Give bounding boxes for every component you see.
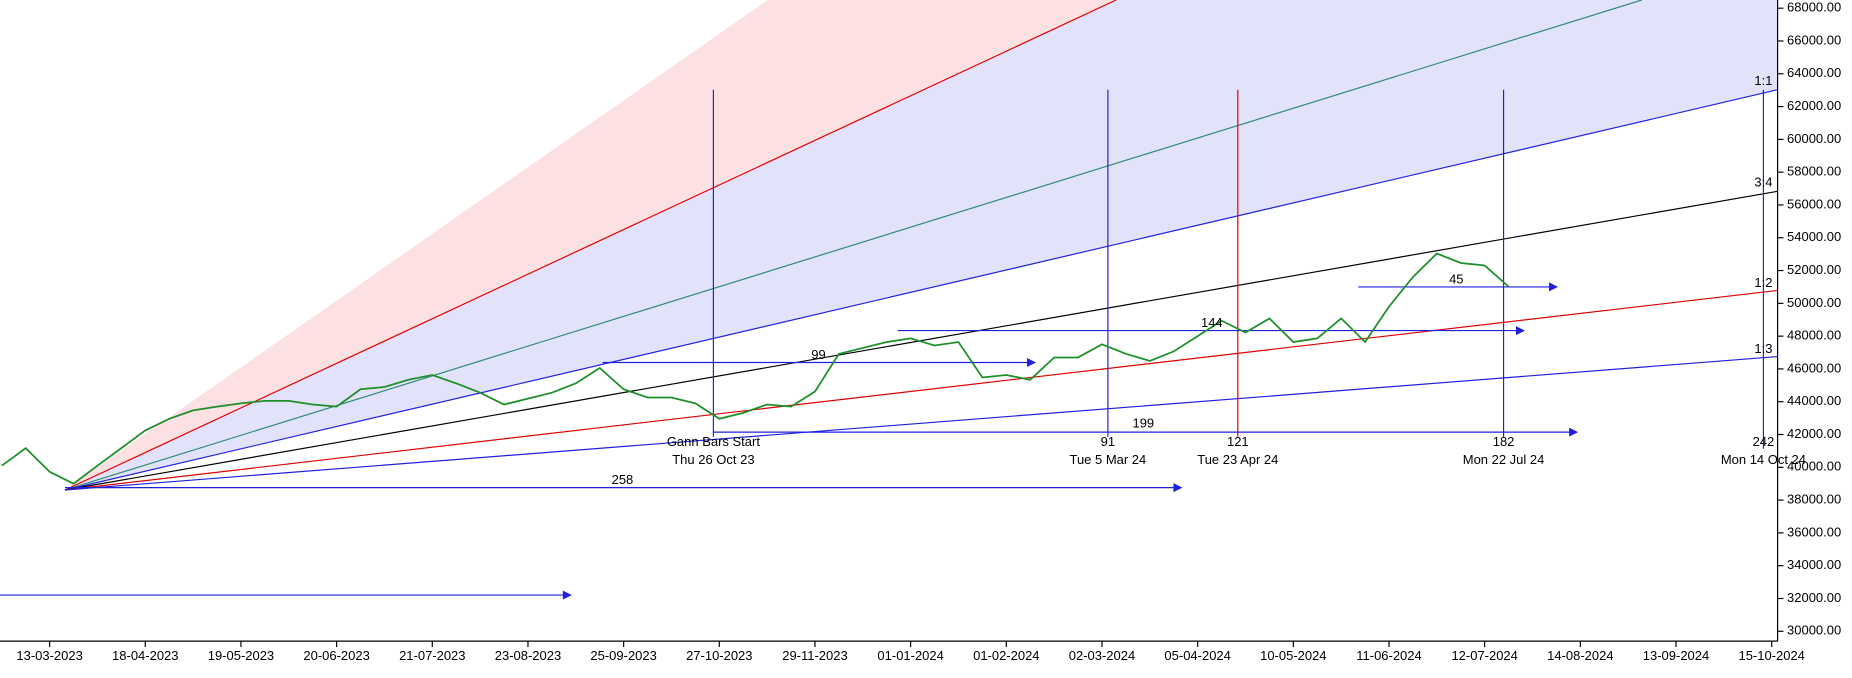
annotation: 1:1 [1754,73,1772,88]
annotation: 91 [1101,434,1115,449]
gann-fan [64,0,1778,491]
fan-line [64,0,1117,491]
y-tick-label: 66000.00 [1787,32,1841,47]
x-tick-label: 02-03-2024 [1069,648,1135,663]
x-tick-label: 14-08-2024 [1547,648,1613,663]
time-lines [712,89,1765,449]
x-tick-label: 18-04-2023 [112,648,178,663]
x-tick-label: 19-05-2023 [208,648,274,663]
annotation: 258 [612,472,634,487]
annotation: Gann Bars Start [667,434,761,449]
annotation: 199 [1132,415,1154,430]
y-tick-label: 40000.00 [1787,459,1841,474]
annotation: 144 [1201,315,1223,330]
fan-line [64,0,1642,491]
y-tick-label: 30000.00 [1787,623,1841,638]
x-tick-label: 13-09-2024 [1643,648,1709,663]
x-tick-label: 23-08-2023 [495,648,561,663]
y-tick-label: 60000.00 [1787,131,1841,146]
y-tick-label: 52000.00 [1787,262,1841,277]
arrow-head [1173,483,1183,493]
y-tick-label: 34000.00 [1787,557,1841,572]
y-tick-label: 44000.00 [1787,393,1841,408]
x-tick-label: 10-05-2024 [1260,648,1326,663]
x-tick-label: 01-02-2024 [973,648,1039,663]
price-line [1,252,1510,485]
x-tick-label: 05-04-2024 [1164,648,1230,663]
y-tick-label: 48000.00 [1787,328,1841,343]
x-tick-label: 27-10-2023 [686,648,752,663]
annotation: Thu 26 Oct 23 [672,452,754,467]
arrow-head [1569,427,1579,437]
annotation: 182 [1493,434,1515,449]
x-tick-label: 29-11-2023 [782,648,847,663]
y-tick-label: 64000.00 [1787,65,1841,80]
annotation: Mon 14 Oct 24 [1721,452,1806,467]
y-tick-label: 36000.00 [1787,524,1841,539]
y-tick-label: 50000.00 [1787,295,1841,310]
arrow-head [1549,282,1559,292]
y-tick-label: 62000.00 [1787,98,1841,113]
arrows [0,282,1579,600]
annotation: 1:3 [1754,341,1772,356]
arrow-head [562,590,572,600]
fan-line [64,355,1778,491]
fan-line [64,89,1778,491]
annotation: 242 [1753,434,1775,449]
x-tick-label: 13-03-2023 [16,648,82,663]
y-tick-label: 32000.00 [1787,590,1841,605]
annotation: 3:4 [1754,174,1772,189]
fan-zone-blue [64,0,1778,490]
x-tick-label: 15-10-2024 [1738,648,1804,663]
fan-line [64,190,1778,491]
arrow-head [1026,357,1036,367]
x-tick-label: 25-09-2023 [590,648,656,663]
x-tick-label: 20-06-2023 [303,648,369,663]
y-tick-label: 38000.00 [1787,492,1841,507]
arrow-head [1515,326,1525,336]
y-tick-label: 42000.00 [1787,426,1841,441]
annotation: Tue 23 Apr 24 [1197,452,1278,467]
y-tick-label: 56000.00 [1787,196,1841,211]
annotation: Mon 22 Jul 24 [1463,452,1545,467]
annotation: 99 [811,347,825,362]
annotation: Tue 5 Mar 24 [1070,452,1147,467]
y-tick-label: 58000.00 [1787,164,1841,179]
fan-line [64,289,1778,491]
annotation: 121 [1227,434,1249,449]
y-tick-label: 68000.00 [1787,0,1841,15]
x-tick-label: 12-07-2024 [1451,648,1517,663]
x-tick-label: 21-07-2023 [399,648,465,663]
y-tick-label: 46000.00 [1787,360,1841,375]
x-tick-label: 11-06-2024 [1356,648,1421,663]
x-tick-label: 01-01-2024 [877,648,943,663]
annotation: 1:2 [1754,275,1772,290]
annotation: 45 [1449,271,1463,286]
y-tick-label: 54000.00 [1787,229,1841,244]
